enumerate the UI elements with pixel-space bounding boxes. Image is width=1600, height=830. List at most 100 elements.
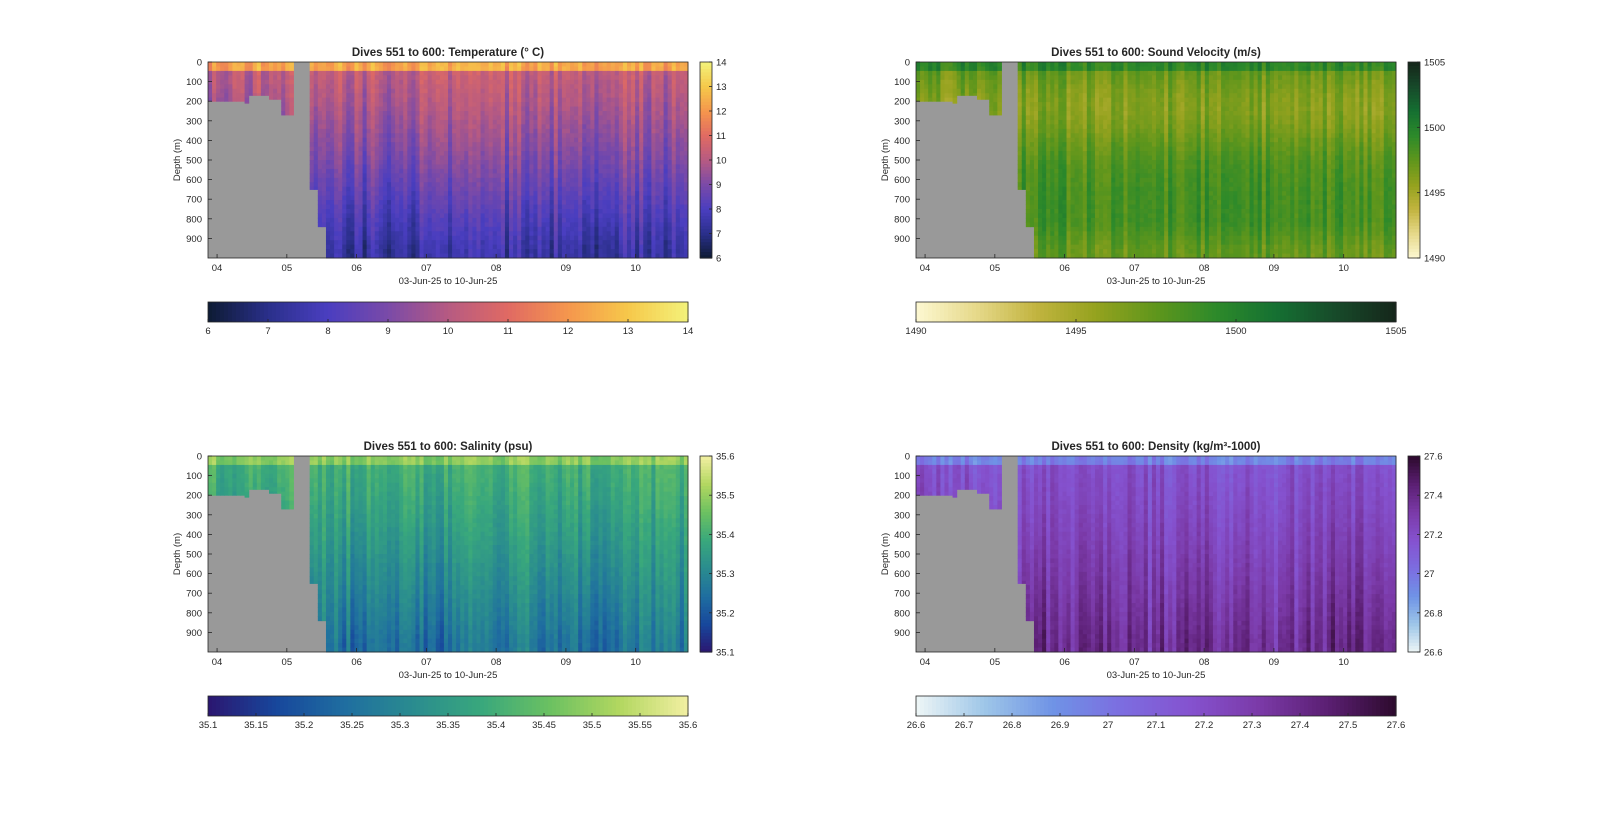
heatmap-cell xyxy=(346,66,351,72)
heatmap-cell xyxy=(509,137,514,143)
heatmap-cell xyxy=(655,75,661,81)
heatmap-cell xyxy=(354,231,360,237)
heatmap-cell xyxy=(386,249,392,255)
heatmap-cell xyxy=(545,66,551,72)
heatmap-cell xyxy=(651,204,656,210)
heatmap-cell xyxy=(635,88,640,94)
heatmap-cell xyxy=(419,235,425,241)
heatmap-cell xyxy=(545,191,551,197)
heatmap-cell xyxy=(924,93,929,99)
x-tick-label: 10 xyxy=(630,263,641,274)
heatmap-cell xyxy=(565,240,571,246)
heatmap-cell xyxy=(317,111,323,116)
heatmap-cell xyxy=(651,164,656,170)
heatmap-cell xyxy=(582,115,587,121)
heatmap-cell xyxy=(952,79,958,85)
heatmap-cell xyxy=(443,88,449,94)
heatmap-cell xyxy=(330,253,335,259)
heatmap-cell xyxy=(944,66,950,72)
heatmap-cell xyxy=(378,88,384,94)
heatmap-cell xyxy=(574,164,579,170)
heatmap-cell xyxy=(224,93,229,99)
heatmap-cell xyxy=(456,133,461,139)
heatmap-cell xyxy=(598,182,604,188)
heatmap-cell xyxy=(281,75,286,81)
heatmap-cell xyxy=(1042,191,1047,197)
heatmap-cell xyxy=(582,240,587,246)
heatmap-cell xyxy=(488,137,494,143)
heatmap-cell xyxy=(391,168,396,174)
heatmap-cell xyxy=(626,217,632,223)
heatmap-cell xyxy=(509,177,514,183)
heatmap-cell xyxy=(647,200,652,206)
heatmap-cell xyxy=(663,155,669,161)
heatmap-cell xyxy=(1029,182,1035,188)
heatmap-cell xyxy=(622,79,628,85)
heatmap-cell xyxy=(448,217,453,223)
heatmap-cell xyxy=(570,66,575,72)
heatmap-cell xyxy=(460,253,465,259)
heatmap-cell xyxy=(985,75,990,81)
heatmap-cell xyxy=(309,160,315,165)
heatmap-cell xyxy=(273,79,278,85)
heatmap-cell xyxy=(460,217,465,223)
heatmap-cell xyxy=(610,244,616,250)
heatmap-cell xyxy=(622,191,628,197)
heatmap-cell xyxy=(683,66,689,72)
heatmap-cell xyxy=(643,213,648,219)
heatmap-cell xyxy=(480,70,486,76)
heatmap-cell xyxy=(533,226,538,232)
heatmap-cell xyxy=(663,62,669,67)
heatmap-cell xyxy=(586,195,591,201)
heatmap-cell xyxy=(545,133,551,139)
heatmap-cell xyxy=(330,191,335,197)
heatmap-cell xyxy=(614,213,620,219)
heatmap-cell xyxy=(386,231,392,237)
heatmap-cell xyxy=(354,235,360,241)
heatmap-cell xyxy=(395,119,400,125)
heatmap-cell xyxy=(525,102,530,108)
heatmap-cell xyxy=(415,231,421,237)
heatmap-cell xyxy=(586,93,591,99)
heatmap-cell xyxy=(614,164,620,170)
heatmap-cell xyxy=(545,102,551,108)
heatmap-cell xyxy=(606,226,612,232)
heatmap-cell xyxy=(549,137,555,143)
heatmap-cell xyxy=(407,155,412,161)
colorbar-segment xyxy=(440,302,445,322)
heatmap-cell xyxy=(419,124,425,130)
heatmap-cell xyxy=(606,88,612,94)
heatmap-cell xyxy=(496,115,502,121)
heatmap-cell xyxy=(330,93,335,99)
heatmap-cell xyxy=(952,102,958,104)
heatmap-cell xyxy=(590,160,595,165)
heatmap-cell xyxy=(399,213,404,219)
heatmap-cell xyxy=(395,200,400,206)
heatmap-cell xyxy=(468,75,473,81)
heatmap-cell xyxy=(647,62,652,67)
heatmap-cell xyxy=(334,240,339,246)
colorbar-segment xyxy=(700,218,712,223)
heatmap-cell xyxy=(460,75,465,81)
heatmap-cell xyxy=(626,128,632,134)
heatmap-cell xyxy=(598,168,604,174)
heatmap-cell xyxy=(663,115,669,121)
heatmap-cell xyxy=(549,164,555,170)
heatmap-cell xyxy=(651,84,656,90)
heatmap-cell xyxy=(635,164,640,170)
heatmap-cell xyxy=(1046,160,1051,165)
heatmap-cell xyxy=(309,168,315,174)
heatmap-cell xyxy=(480,88,486,94)
heatmap-cell xyxy=(269,62,274,67)
heatmap-cell xyxy=(940,75,945,81)
heatmap-cell xyxy=(1033,155,1039,161)
heatmap-cell xyxy=(565,226,571,232)
heatmap-cell xyxy=(578,93,583,99)
heatmap-cell xyxy=(443,222,449,228)
heatmap-cell xyxy=(334,173,339,179)
heatmap-cell xyxy=(981,62,986,67)
heatmap-cell xyxy=(244,84,250,90)
colorbar-segment xyxy=(700,81,712,86)
heatmap-cell xyxy=(610,209,616,214)
heatmap-cell xyxy=(415,160,421,165)
